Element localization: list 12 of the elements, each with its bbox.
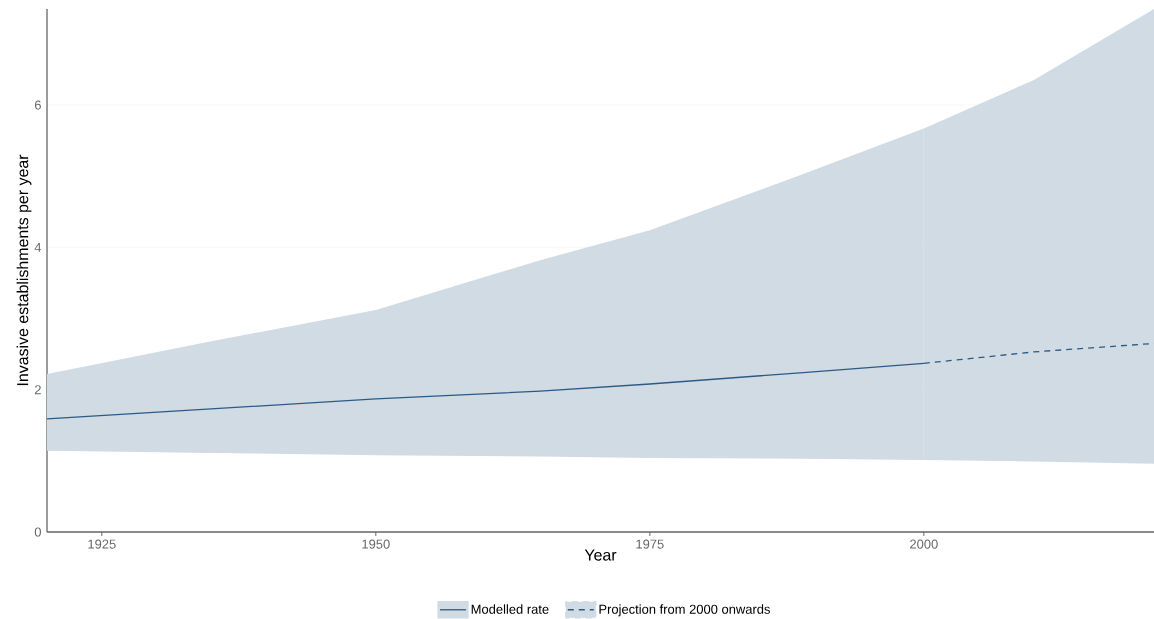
x-tick-label: 1975 [636,539,664,549]
y-tick-label: 6 [34,100,41,110]
x-tick-label: 1925 [88,539,116,549]
y-tick-label: 0 [34,527,41,537]
y-tick-label: 4 [34,242,42,252]
y-axis-title: Invasive establishments per year [16,154,32,386]
y-tick-label: 2 [34,385,41,395]
x-tick-label: 2000 [910,539,938,549]
x-tick-label: 1950 [362,539,390,549]
legend-label: Projection from 2000 onwards [599,604,770,617]
x-axis-title: Year [584,549,617,561]
legend-label: Modelled rate [471,604,549,614]
